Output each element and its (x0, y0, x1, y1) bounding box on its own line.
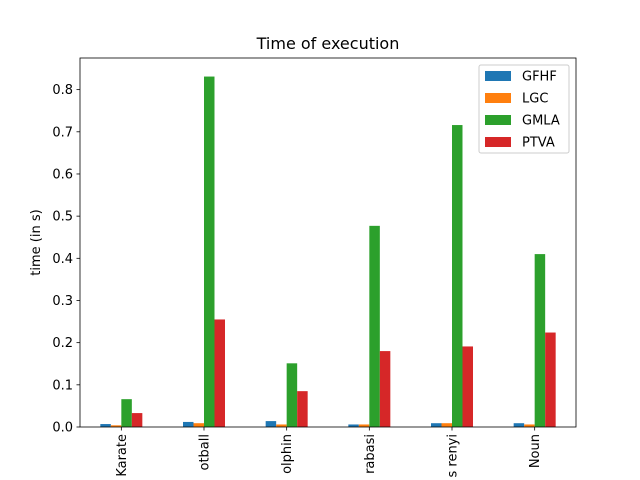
y-tick-label: 0.1 (52, 378, 73, 393)
bar-gfhf-3 (348, 424, 359, 427)
bar-gmla-0 (121, 399, 132, 427)
legend-label-gfhf: GFHF (522, 70, 557, 85)
y-tick-label: 0.5 (52, 210, 73, 225)
legend-label-lgc: LGC (522, 92, 548, 107)
chart-title: Time of execution (256, 34, 400, 53)
x-tick-label: olphin (280, 434, 295, 474)
legend-label-ptva: PTVA (522, 136, 555, 151)
plot-frame (79, 57, 577, 428)
bar-gmla-2 (286, 363, 298, 427)
bar-ptva-1 (214, 319, 225, 427)
bar-lgc-1 (193, 423, 204, 427)
legend-swatch-lgc (485, 93, 511, 103)
bar-ptva-3 (379, 351, 391, 427)
bar-ptva-5 (545, 332, 556, 427)
legend-swatch-gfhf (485, 71, 511, 81)
x-tick-label: otball (198, 434, 213, 471)
legend-swatch-gmla (485, 115, 511, 125)
y-tick-label: 0.0 (52, 421, 73, 436)
bar-lgc-0 (110, 425, 122, 427)
bar-ptva-2 (297, 391, 308, 427)
y-tick-label: 0.7 (52, 125, 73, 140)
y-tick-label: 0.4 (52, 252, 73, 267)
y-axis: 0.0 0.1 0.2 0.3 0.4 0.5 0.6 0.7 0.8 (52, 83, 80, 436)
bar-ptva-4 (462, 346, 473, 427)
bar-gmla-1 (204, 76, 215, 428)
bar-gfhf-2 (265, 421, 277, 427)
x-tick-label: Noun (528, 434, 543, 468)
bar-lgc-4 (441, 423, 452, 427)
legend-box (478, 64, 570, 154)
bar-gfhf-1 (183, 421, 194, 427)
bar-gmla-3 (369, 225, 380, 427)
bar-gmla-5 (534, 254, 546, 427)
legend-label-gmla: GMLA (522, 114, 560, 129)
y-tick-label: 0.8 (52, 83, 73, 98)
y-tick-label: 0.6 (52, 167, 73, 182)
legend-swatch-ptva (485, 137, 511, 147)
bar-ptva-0 (131, 413, 143, 427)
x-tick-label: s renyi (446, 434, 461, 478)
bar-gfhf-4 (431, 423, 442, 427)
y-tick-label: 0.2 (52, 336, 73, 351)
y-tick-label: 0.3 (52, 294, 73, 309)
bar-gfhf-0 (100, 424, 111, 427)
x-tick-label: Karate (115, 434, 130, 477)
y-axis-label: time (in s) (29, 209, 44, 275)
x-axis: Karate otball olphin rabasi s renyi Noun (115, 427, 543, 478)
bars-group (100, 76, 556, 428)
bar-gfhf-5 (513, 423, 525, 427)
x-tick-label: rabasi (363, 434, 378, 474)
bar-gmla-4 (452, 125, 463, 427)
bar-lgc-2 (276, 424, 287, 427)
bar-lgc-5 (524, 424, 535, 427)
bar-lgc-3 (358, 424, 370, 427)
legend: GFHF LGC GMLA PTVA (478, 64, 570, 154)
